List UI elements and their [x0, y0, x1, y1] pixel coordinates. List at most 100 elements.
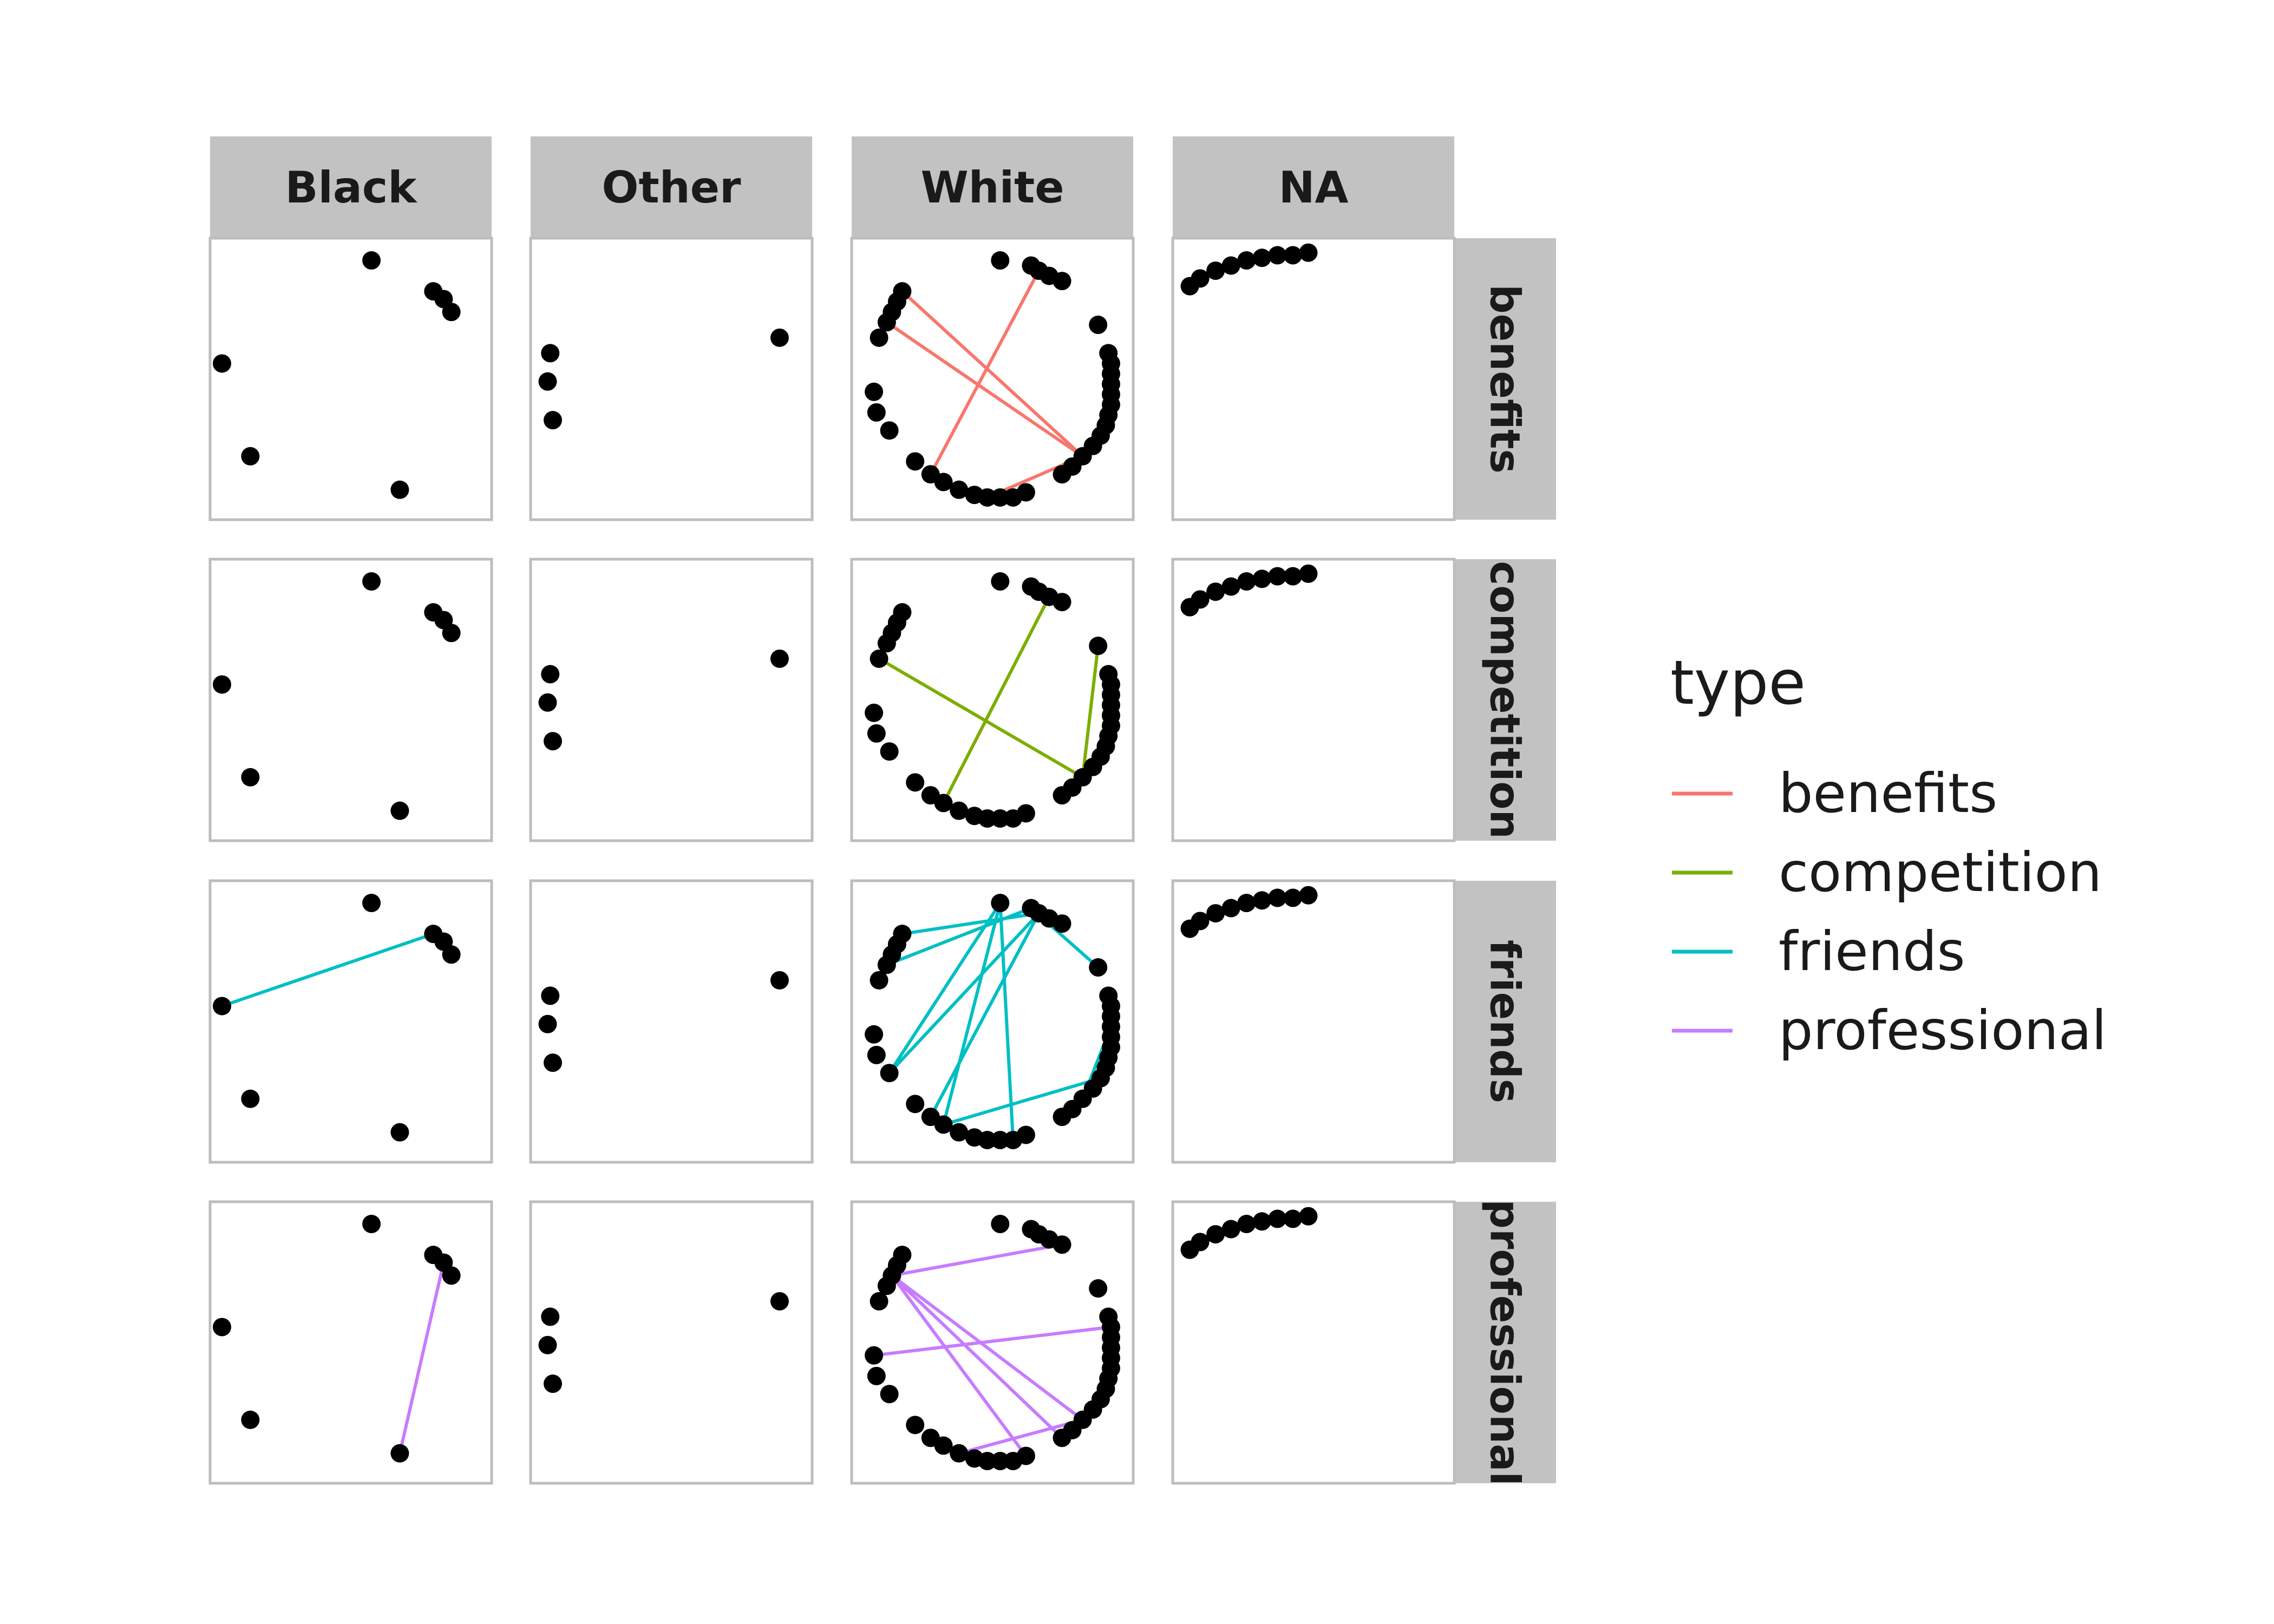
node-point: [538, 693, 557, 712]
node-point: [544, 1053, 563, 1072]
panel-professional-other: [529, 1200, 814, 1485]
edge-friends: [998, 902, 1015, 1141]
node-point: [906, 1095, 925, 1114]
node-point: [1089, 1279, 1108, 1298]
edge-professional: [958, 1418, 1083, 1455]
node-point: [991, 894, 1010, 913]
panel-competition-na: [1171, 558, 1456, 842]
node-point: [390, 801, 409, 820]
edge-friends: [888, 902, 1002, 1074]
node-point: [1283, 888, 1302, 907]
node-point: [1089, 958, 1108, 977]
legend-label-benefits: benefits: [1779, 762, 1997, 825]
node-point: [442, 1266, 461, 1285]
node-point: [893, 925, 912, 944]
node-point: [1252, 891, 1271, 910]
edge-professional: [891, 1274, 1063, 1439]
node-point: [991, 809, 1010, 828]
panel-benefits-na: [1171, 237, 1456, 521]
node-point: [390, 480, 409, 499]
node-point: [991, 488, 1010, 507]
node-point: [1237, 251, 1256, 270]
edge-friends: [901, 912, 1040, 936]
node-point: [1299, 243, 1318, 262]
node-point: [541, 986, 560, 1005]
panel-friends-other: [529, 879, 814, 1164]
node-point: [880, 1385, 899, 1404]
node-point: [1221, 899, 1240, 918]
node-point: [1053, 786, 1071, 805]
node-point: [1221, 1220, 1240, 1239]
node-point: [362, 572, 381, 591]
node-point: [541, 344, 560, 363]
node-point: [965, 486, 984, 505]
edge-friends: [942, 902, 1002, 1125]
node-point: [362, 894, 381, 913]
node-point: [213, 354, 231, 373]
node-point: [213, 1318, 231, 1337]
edge-professional: [873, 1325, 1112, 1357]
edge-professional: [891, 1243, 1063, 1278]
node-point: [1053, 914, 1071, 933]
node-point: [770, 649, 789, 668]
node-point: [921, 786, 940, 805]
node-point: [1004, 488, 1023, 507]
column-strip-other: [531, 136, 812, 238]
node-point: [921, 465, 940, 484]
edge-professional: [891, 1274, 1084, 1422]
node-point: [1299, 886, 1318, 905]
node-point: [1221, 256, 1240, 275]
legend-label-professional: professional: [1779, 999, 2107, 1062]
column-strip-na: [1173, 136, 1454, 238]
node-point: [1268, 567, 1287, 586]
node-point: [880, 1064, 899, 1083]
column-strip-white: [852, 136, 1133, 238]
node-point: [1283, 567, 1302, 586]
panel-benefits-white: [850, 237, 1135, 521]
edge-friends: [886, 906, 1032, 967]
column-strip-label: Black: [285, 162, 417, 213]
column-strip-label: White: [920, 162, 1064, 213]
panel-benefits-other: [529, 237, 814, 521]
node-point: [442, 624, 461, 643]
node-point: [538, 372, 557, 391]
row-strip-label: competition: [1481, 561, 1530, 839]
node-point: [362, 1215, 381, 1234]
node-point: [1252, 248, 1271, 267]
panel-friends-black: [208, 879, 493, 1164]
edge-benefits: [901, 290, 1084, 458]
edge-professional: [398, 1262, 446, 1454]
node-point: [1206, 582, 1225, 601]
node-point: [991, 1130, 1010, 1149]
node-point: [541, 665, 560, 684]
node-point: [1252, 569, 1271, 588]
panel-benefits-black: [208, 237, 493, 521]
node-point: [893, 1246, 912, 1265]
node-point: [950, 1123, 969, 1142]
row-strip-professional: [1454, 1202, 1556, 1483]
node-point: [1053, 1108, 1071, 1127]
panel-professional-na: [1171, 1200, 1456, 1485]
edge-friends: [929, 912, 1041, 1118]
panel-competition-black: [208, 558, 493, 842]
node-point: [867, 1366, 886, 1385]
node-point: [865, 1025, 884, 1044]
node-point: [893, 603, 912, 622]
node-point: [241, 1410, 260, 1429]
row-strip-label: professional: [1481, 1200, 1530, 1486]
node-point: [442, 945, 461, 964]
node-point: [880, 742, 899, 761]
node-point: [1053, 1429, 1071, 1448]
node-point: [1191, 912, 1210, 931]
node-point: [965, 1128, 984, 1147]
edge-competition: [878, 657, 1084, 779]
node-point: [213, 675, 231, 694]
edge-benefits: [929, 270, 1041, 475]
node-point: [241, 447, 260, 466]
node-point: [867, 403, 886, 422]
node-point: [1089, 316, 1108, 335]
edge-friends: [221, 932, 434, 1008]
node-point: [390, 1444, 409, 1463]
node-point: [965, 807, 984, 826]
node-point: [1221, 577, 1240, 596]
